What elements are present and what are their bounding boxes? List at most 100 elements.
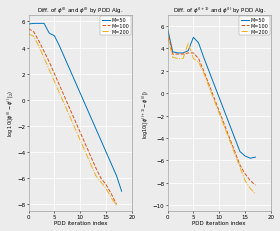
M=100 <box>63 96 66 99</box>
M=100 <box>197 58 200 61</box>
M=100 <box>115 203 118 206</box>
Legend: M=50, M=100, M=200: M=50, M=100, M=200 <box>100 17 131 36</box>
Y-axis label: log10($|\phi^{(l+1)}-\phi^{(l)}|$): log10($|\phi^{(l+1)}-\phi^{(l)}|$) <box>141 89 151 138</box>
M=50 <box>58 46 61 49</box>
M=100 <box>89 155 92 158</box>
M=100 <box>186 52 190 55</box>
M=50 <box>84 104 87 107</box>
M=100 <box>166 31 169 34</box>
M=50 <box>197 42 200 45</box>
M=50 <box>228 124 231 126</box>
Title: Diff. of $\phi^{(l)}$ and $\phi^{(l)}$ by PDD Alg.: Diff. of $\phi^{(l)}$ and $\phi^{(l)}$ b… <box>37 6 123 16</box>
M=200 <box>166 36 169 38</box>
M=100 <box>53 73 56 76</box>
Legend: M=50, M=100, M=200: M=50, M=100, M=200 <box>239 17 270 36</box>
M=100 <box>68 108 72 111</box>
M=100 <box>228 137 231 140</box>
M=50 <box>171 51 174 54</box>
M=200 <box>176 58 179 61</box>
M=200 <box>109 197 113 199</box>
M=200 <box>79 139 82 142</box>
M=200 <box>254 193 257 196</box>
M=100 <box>48 61 51 64</box>
M=200 <box>63 104 66 107</box>
M=50 <box>186 50 190 53</box>
M=100 <box>58 85 61 87</box>
M=100 <box>207 84 211 86</box>
M=200 <box>89 163 92 165</box>
M=50 <box>192 37 195 40</box>
M=50 <box>115 174 118 177</box>
M=50 <box>181 52 185 55</box>
M=100 <box>223 124 226 126</box>
M=200 <box>37 46 41 49</box>
M=100 <box>94 167 97 169</box>
M=50 <box>218 97 221 100</box>
Line: M=200: M=200 <box>29 35 116 206</box>
X-axis label: PDD iteration index: PDD iteration index <box>192 221 246 225</box>
X-axis label: PDD iteration index: PDD iteration index <box>53 221 107 225</box>
Title: Diff. of $\phi^{(l+1)}$ and $\phi^{(l)}$ by PDD Alg.: Diff. of $\phi^{(l+1)}$ and $\phi^{(l)}$… <box>172 6 266 16</box>
M=50 <box>207 70 211 73</box>
M=50 <box>42 23 46 26</box>
M=200 <box>202 72 206 75</box>
M=200 <box>228 139 231 142</box>
M=200 <box>197 61 200 64</box>
M=200 <box>84 151 87 154</box>
M=50 <box>63 57 66 60</box>
M=200 <box>192 58 195 61</box>
M=50 <box>109 163 113 165</box>
M=50 <box>104 151 108 154</box>
M=50 <box>53 35 56 38</box>
M=50 <box>68 69 72 72</box>
M=100 <box>249 179 252 182</box>
M=50 <box>120 190 123 193</box>
M=200 <box>238 166 242 169</box>
Line: M=100: M=100 <box>29 29 116 204</box>
Line: M=50: M=50 <box>29 24 122 191</box>
M=50 <box>202 57 206 60</box>
Line: M=50: M=50 <box>167 29 255 158</box>
M=50 <box>79 92 82 95</box>
M=50 <box>233 137 236 140</box>
M=50 <box>37 23 41 26</box>
M=100 <box>254 184 257 187</box>
M=100 <box>243 173 247 176</box>
M=200 <box>243 179 247 182</box>
M=200 <box>171 57 174 60</box>
Y-axis label: log 10($|\phi^{(l)}-\phi^{(l)}|_2$): log 10($|\phi^{(l)}-\phi^{(l)}|_2$) <box>6 90 16 137</box>
M=100 <box>84 143 87 146</box>
M=100 <box>79 131 82 134</box>
M=200 <box>233 153 236 155</box>
M=200 <box>181 58 185 61</box>
M=200 <box>249 187 252 190</box>
M=100 <box>37 40 41 43</box>
M=50 <box>94 128 97 130</box>
M=200 <box>186 42 190 45</box>
M=200 <box>53 81 56 84</box>
M=50 <box>213 84 216 86</box>
M=50 <box>243 155 247 158</box>
M=100 <box>238 164 242 167</box>
Line: M=200: M=200 <box>167 37 255 194</box>
M=200 <box>32 36 35 39</box>
M=50 <box>48 33 51 35</box>
M=50 <box>89 116 92 119</box>
M=100 <box>176 53 179 56</box>
M=200 <box>213 99 216 102</box>
M=200 <box>207 86 211 88</box>
M=50 <box>27 24 30 26</box>
M=100 <box>32 31 35 34</box>
M=200 <box>94 174 97 177</box>
M=50 <box>249 157 252 160</box>
M=50 <box>32 23 35 26</box>
M=50 <box>99 139 103 142</box>
M=200 <box>42 57 46 60</box>
M=100 <box>202 70 206 73</box>
M=50 <box>166 28 169 30</box>
M=100 <box>99 177 103 180</box>
M=200 <box>68 116 72 119</box>
M=200 <box>223 126 226 129</box>
M=100 <box>218 110 221 113</box>
M=200 <box>104 187 108 190</box>
